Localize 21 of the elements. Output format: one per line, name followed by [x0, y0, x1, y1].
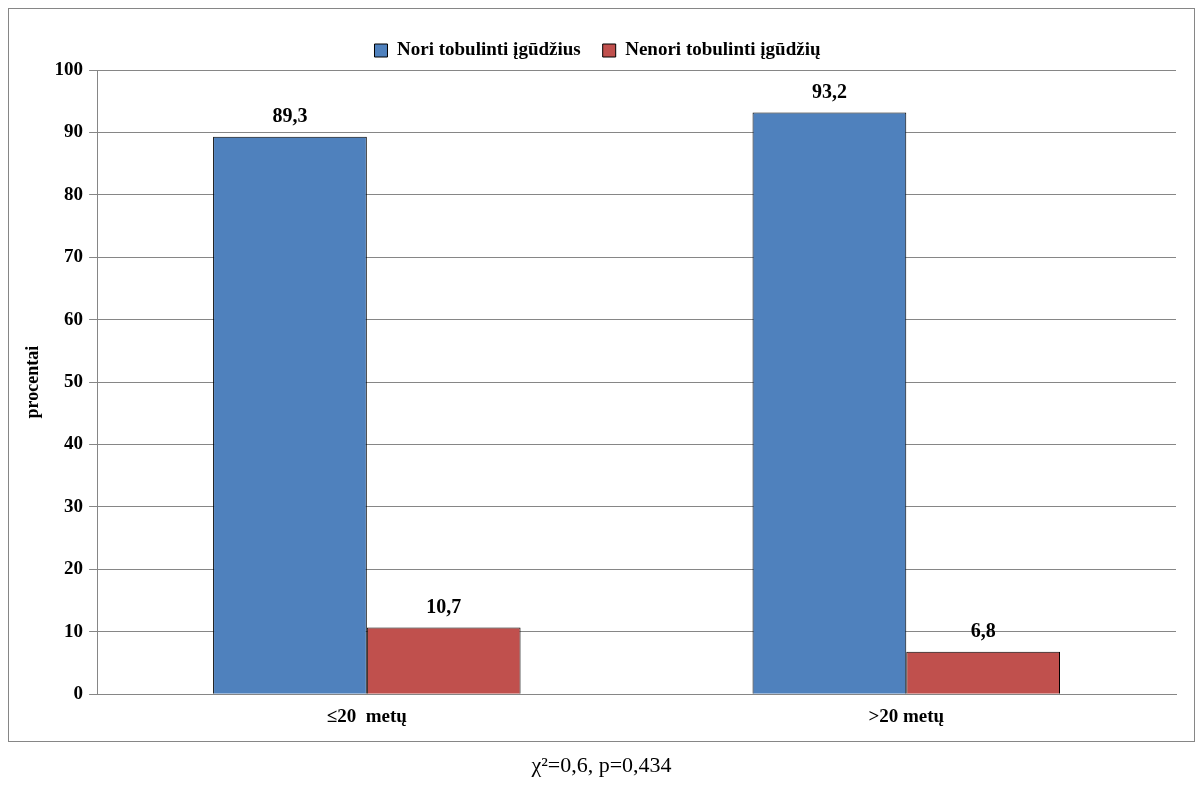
data-label: 89,3 [272, 103, 308, 126]
y-tick-label: 50 [64, 370, 84, 392]
y-tick-label: 30 [64, 494, 84, 516]
y-tick-label: 40 [64, 432, 84, 454]
data-label: 93,2 [811, 79, 847, 102]
y-tick-label: 100 [54, 57, 84, 79]
x-tick-label: ≤20 metų [326, 704, 408, 726]
y-tick-label: 90 [64, 120, 84, 142]
y-tick-label: 60 [64, 307, 84, 329]
y-tick-label: 70 [64, 245, 84, 267]
y-tick-label: 10 [64, 619, 84, 641]
data-label: 10,7 [426, 594, 462, 617]
y-tick-label: 20 [64, 557, 84, 579]
x-tick-label: >20 metų [868, 704, 945, 726]
legend-label: Nenori tobulinti įgūdžių [625, 38, 821, 60]
text: χ²=0,6, p=0,434 [530, 752, 673, 778]
data-label: 6,8 [970, 618, 996, 641]
y-axis-title: procentai [22, 345, 43, 419]
legend-label: Nori tobulinti įgūdžius [396, 38, 581, 60]
y-tick-label: 0 [73, 682, 84, 704]
y-tick-label: 80 [64, 182, 84, 204]
